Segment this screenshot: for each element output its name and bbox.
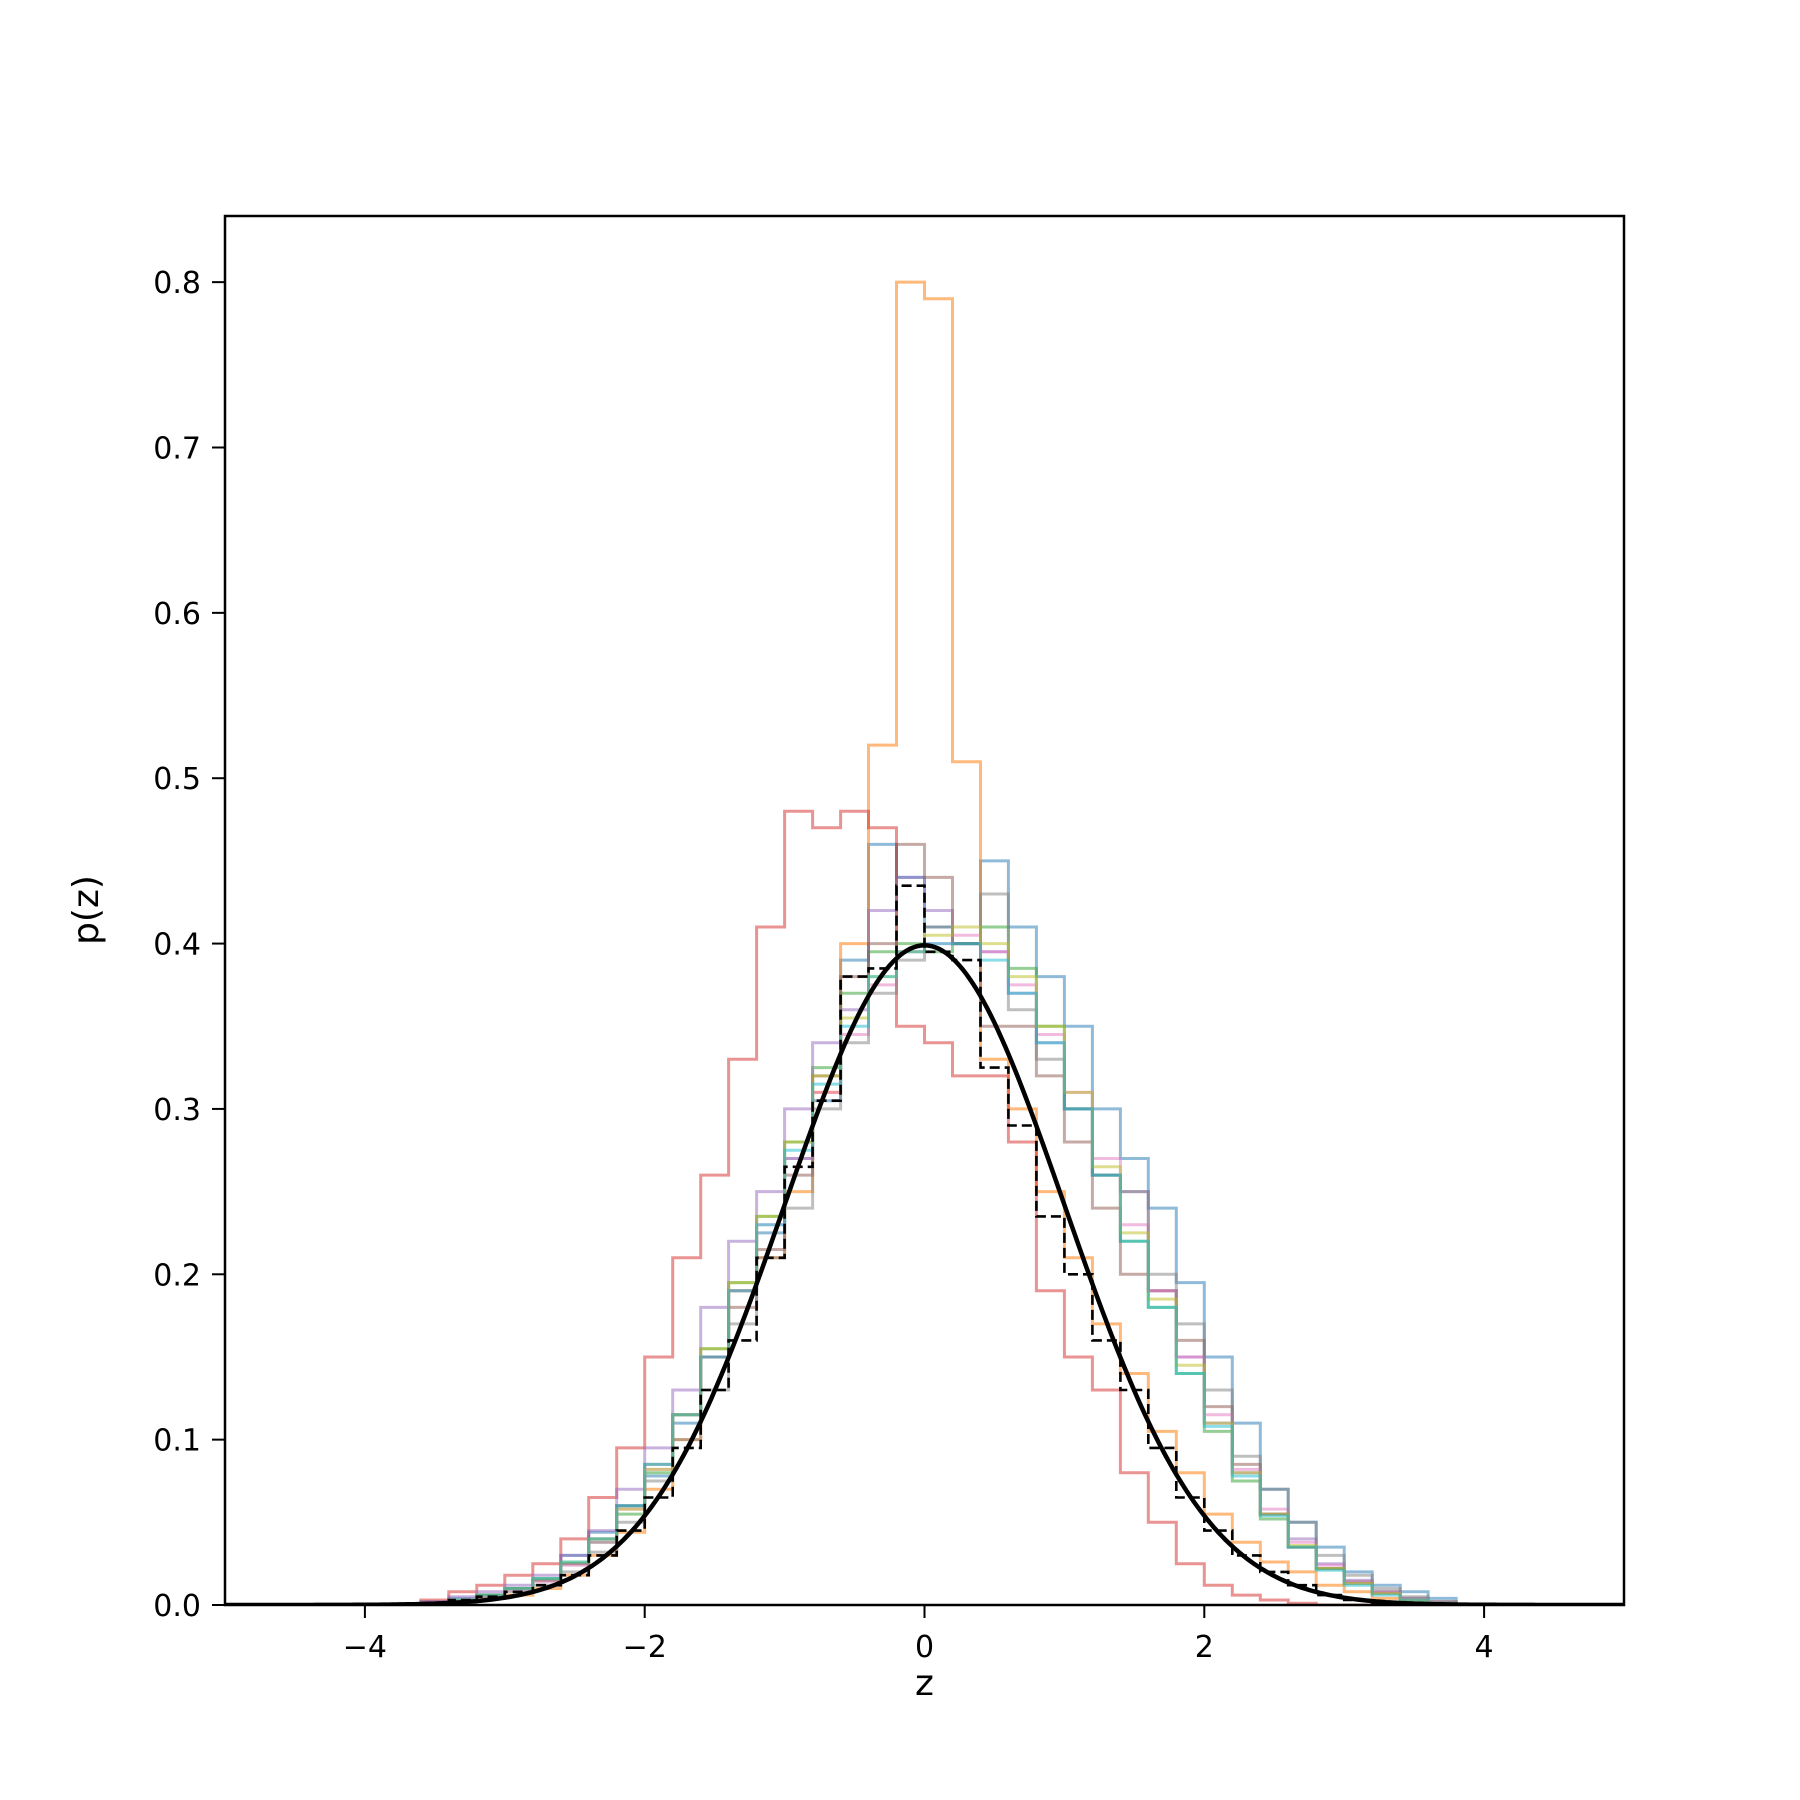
x-tick-label: −4 xyxy=(343,1630,387,1665)
y-tick-label: 0.1 xyxy=(153,1424,201,1459)
y-tick-label: 0.0 xyxy=(153,1589,201,1624)
y-tick-label: 0.3 xyxy=(153,1093,201,1128)
x-axis-ticks: −4 −2 0 2 4 xyxy=(343,1605,1494,1665)
y-tick-label: 0.5 xyxy=(153,762,201,797)
normal-pdf-curve xyxy=(225,943,1624,1605)
y-tick-label: 0.7 xyxy=(153,432,201,467)
x-tick-label: 4 xyxy=(1475,1630,1494,1665)
reference-curve-layer xyxy=(225,943,1624,1605)
y-tick-label: 0.4 xyxy=(153,928,201,963)
x-axis-label: z xyxy=(915,1663,934,1704)
y-axis-ticks: 0.0 0.1 0.2 0.3 0.4 0.5 0.6 0.7 0.8 xyxy=(153,266,225,1624)
x-tick-label: 2 xyxy=(1195,1630,1214,1665)
x-tick-label: 0 xyxy=(915,1630,934,1665)
y-tick-label: 0.6 xyxy=(153,597,201,632)
y-tick-label: 0.8 xyxy=(153,266,201,301)
x-tick-label: −2 xyxy=(623,1630,667,1665)
y-tick-label: 0.2 xyxy=(153,1258,201,1293)
y-axis-label: p(z) xyxy=(66,875,107,945)
